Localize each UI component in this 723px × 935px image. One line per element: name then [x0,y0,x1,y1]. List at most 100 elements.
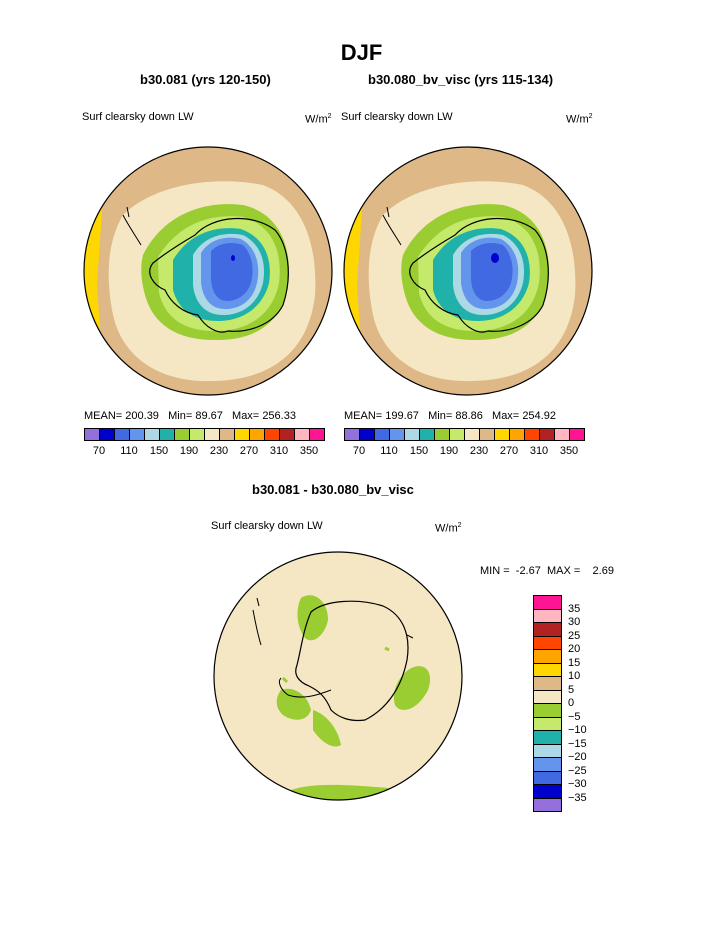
colorbar-swatch [115,429,130,440]
colorbar-tick-label: 350 [559,445,579,457]
colorbar-swatch [130,429,145,440]
difference-heading: b30.081 - b30.080_bv_visc [252,482,414,497]
panel-1-units-base: W/m [305,113,328,126]
colorbar-swatch [570,429,584,440]
mean-value: 200.39 [125,410,159,422]
colorbar-swatch [145,429,160,440]
colorbar-panel-2 [344,428,585,441]
colorbar-swatch [390,429,405,440]
difference-min-max: MIN = -2.67 MAX = 2.69 [480,565,614,577]
panel-2-stats: MEAN= 199.67 Min= 88.86 Max= 254.92 [344,410,556,422]
max-label: Max= [492,410,520,422]
colorbar-tick-label: 10 [568,670,581,682]
colorbar-tick-label: 310 [529,445,549,457]
colorbar-swatch [465,429,480,440]
colorbar-swatch [510,429,525,440]
difference-variable: Surf clearsky down LW [211,520,323,532]
min-value: -2.67 [515,565,541,577]
colorbar-tick-label: 20 [568,643,581,655]
colorbar-swatch [405,429,420,440]
map-panel-2 [343,146,593,396]
colorbar-tick-label: −30 [568,778,587,790]
colorbar-tick-label: 270 [499,445,519,457]
colorbar-tick-label: 70 [92,445,106,457]
colorbar-tick-label: −25 [568,764,587,777]
mean-value: 199.67 [385,410,419,422]
colorbar-swatch [534,596,561,610]
colorbar-swatch [345,429,360,440]
colorbar-swatch [555,429,570,440]
colorbar-swatch [175,429,190,440]
colorbar-panel-1 [84,428,325,441]
colorbar-tick-label: 15 [568,656,581,669]
colorbar-tick-label: 0 [568,697,575,709]
panel-1-units: W/m2 [305,113,332,126]
max-value: 254.92 [522,410,556,422]
colorbar-tick-label: 150 [409,445,429,457]
difference-units-exp: 2 [457,522,462,529]
difference-units-base: W/m [435,522,458,535]
colorbar-tick-label: 30 [568,616,581,628]
colorbar-swatch [360,429,375,440]
colorbar-swatch [534,690,561,704]
colorbar-tick-label: 270 [239,445,259,457]
panel-1-variable: Surf clearsky down LW [82,111,194,123]
colorbar-swatch [534,609,561,623]
colorbar-swatch [534,623,561,637]
colorbar-swatch [310,429,324,440]
colorbar-swatch [220,429,235,440]
colorbar-swatch [265,429,280,440]
panel-1-stats: MEAN= 200.39 Min= 89.67 Max= 256.33 [84,410,296,422]
min-label: Min= [428,410,453,422]
max-value: 256.33 [262,410,296,422]
colorbar-tick-label: 230 [469,445,489,457]
colorbar-swatch [534,758,561,772]
panel-2-heading: b30.080_bv_visc (yrs 115-134) [368,72,554,87]
colorbar-swatch [534,663,561,677]
colorbar-swatch [435,429,450,440]
mean-label: MEAN= [84,410,123,422]
colorbar-swatch [250,429,265,440]
colorbar-swatch [480,429,495,440]
panel-1-units-exp: 2 [327,113,332,120]
max-label: MAX = [546,565,581,577]
colorbar-swatch [534,785,561,799]
colorbar-tick-label: 150 [149,445,169,457]
colorbar-swatch [375,429,390,440]
colorbar-swatch [534,744,561,758]
colorbar-tick-label: 190 [439,445,459,457]
panel-2-units-exp: 2 [588,113,593,120]
colorbar-swatch [450,429,465,440]
colorbar-swatch [420,429,435,440]
colorbar-swatch [100,429,115,440]
colorbar-tick-label: 190 [179,445,199,457]
colorbar-swatch [525,429,540,440]
colorbar-swatch [534,636,561,650]
colorbar-swatch [534,771,561,785]
colorbar-swatch [540,429,555,440]
panel-2-units-base: W/m [566,113,589,126]
colorbar-tick-label: −10 [568,724,587,736]
colorbar-tick-label: 310 [269,445,289,457]
panel-2-units: W/m2 [566,113,593,126]
min-label: Min= [168,410,193,422]
colorbar-tick-label: −20 [568,751,587,763]
colorbar-swatch [190,429,205,440]
colorbar-tick-label: 5 [568,683,575,696]
colorbar-swatch [160,429,175,440]
map-panel-1 [83,146,333,396]
min-value: 88.86 [455,410,483,422]
colorbar-tick-label: −35 [568,791,587,804]
colorbar-tick-label: 25 [568,629,581,642]
colorbar-swatch [85,429,100,440]
colorbar-tick-label: 70 [352,445,366,457]
colorbar-tick-label: 350 [299,445,319,457]
panel-2-variable: Surf clearsky down LW [341,111,453,123]
colorbar-swatch [295,429,310,440]
min-value: 89.67 [195,410,223,422]
map-difference [213,551,463,801]
colorbar-tick-label: −15 [568,737,587,750]
panel-1-heading: b30.081 (yrs 120-150) [140,72,271,87]
mean-label: MEAN= [344,410,383,422]
colorbar-swatch [534,650,561,664]
